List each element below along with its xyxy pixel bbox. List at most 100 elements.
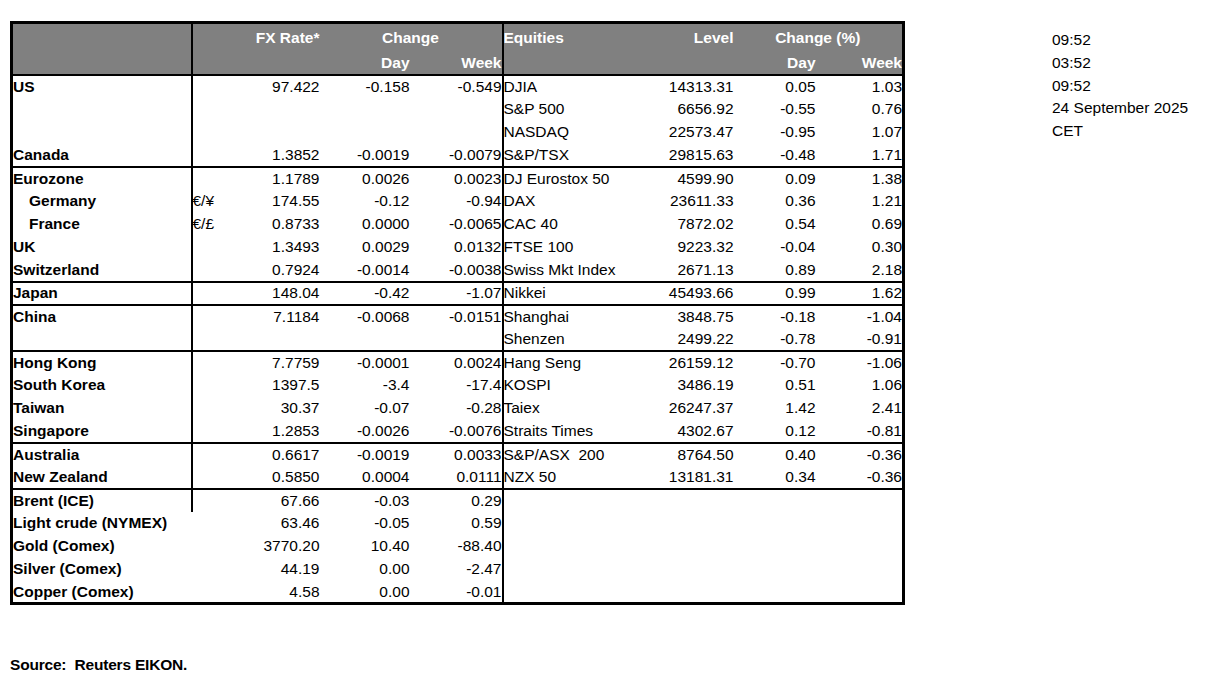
equities-header: Equities	[503, 23, 664, 52]
footer-notes: Source: Reuters EIKON. * FX Rate for USD…	[10, 607, 781, 680]
fx-rate-cell: 0.8733	[228, 213, 320, 236]
equity-level-cell	[664, 535, 734, 558]
equity-day-change-cell: 0.54	[734, 213, 816, 236]
row-label: Hong Kong	[12, 351, 192, 374]
equity-level-cell: 9223.32	[664, 236, 734, 259]
table-section-1: Eurozone1.17890.00260.0023DJ Eurostox 50…	[12, 167, 904, 282]
fx-day-change-cell: -0.158	[320, 75, 410, 98]
equity-level-cell: 6656.92	[664, 98, 734, 121]
equity-day-change-cell: -0.48	[734, 144, 816, 167]
equities-day-header: Day	[734, 52, 816, 75]
fx-rate-cell: 1.2853	[228, 420, 320, 443]
equity-day-change-cell: 0.40	[734, 443, 816, 466]
equity-level-cell: 23611.33	[664, 190, 734, 213]
currency-pair-symbol	[192, 75, 228, 98]
equity-week-change-cell: 2.18	[816, 259, 904, 282]
table-header: FX Rate* Change Equities Level Change (%…	[12, 23, 904, 75]
currency-pair-symbol	[192, 351, 228, 374]
equity-name-cell	[503, 512, 664, 535]
equity-day-change-cell: 0.36	[734, 190, 816, 213]
row-label: New Zealand	[12, 466, 192, 489]
fx-week-change-cell: -88.40	[410, 535, 503, 558]
equity-name-cell: DJIA	[503, 75, 664, 98]
equity-name-cell: S&P/TSX	[503, 144, 664, 167]
fx-rate-cell: 148.04	[228, 282, 320, 305]
fx-rate-cell: 0.6617	[228, 443, 320, 466]
equity-level-cell: 22573.47	[664, 121, 734, 144]
fx-rate-cell: 1397.5	[228, 374, 320, 397]
table-row: Gold (Comex)3770.2010.40-88.40	[12, 535, 904, 558]
header-row-2: Day Week Day Week	[12, 52, 904, 75]
market-report-page: FX Rate* Change Equities Level Change (%…	[0, 0, 1212, 680]
equity-name-cell: FTSE 100	[503, 236, 664, 259]
currency-pair-symbol	[192, 167, 228, 190]
table-row: Silver (Comex)44.190.00-2.47	[12, 558, 904, 581]
table-section-2: Japan148.04-0.42-1.07Nikkei45493.660.991…	[12, 282, 904, 305]
fx-day-change-cell: -0.0068	[320, 305, 410, 328]
currency-pair-symbol: €/¥	[192, 190, 228, 213]
equity-day-change-cell	[734, 535, 816, 558]
table-section-6: Brent (ICE)67.66-0.030.29Light crude (NY…	[12, 489, 904, 604]
table-row: UK1.34930.00290.0132FTSE 1009223.32-0.04…	[12, 236, 904, 259]
equity-level-cell: 2499.22	[664, 328, 734, 351]
equity-day-change-cell: -0.55	[734, 98, 816, 121]
fx-week-change-cell	[410, 98, 503, 121]
fx-rate-cell	[228, 328, 320, 351]
row-label: Light crude (NYMEX)	[12, 512, 228, 535]
equity-level-cell: 45493.66	[664, 282, 734, 305]
equity-week-change-cell: -1.04	[816, 305, 904, 328]
equity-name-cell: DAX	[503, 190, 664, 213]
equity-level-cell	[664, 489, 734, 512]
equity-day-change-cell: 0.34	[734, 466, 816, 489]
fx-week-change-cell: -0.01	[410, 581, 503, 604]
equity-level-cell	[664, 558, 734, 581]
table-row: Shenzen2499.22-0.78-0.91	[12, 328, 904, 351]
fx-week-change-cell	[410, 328, 503, 351]
fx-rate-cell: 63.46	[228, 512, 320, 535]
fx-rate-cell: 7.1184	[228, 305, 320, 328]
currency-pair-symbol	[192, 420, 228, 443]
table-section-4: Hong Kong7.7759-0.00010.0024Hang Seng261…	[12, 351, 904, 443]
equity-week-change-cell: 1.38	[816, 167, 904, 190]
equity-week-change-cell	[816, 489, 904, 512]
fx-day-change-cell: -0.07	[320, 397, 410, 420]
side-info-line: 24 September 2025	[1052, 97, 1188, 120]
header-row-1: FX Rate* Change Equities Level Change (%…	[12, 23, 904, 52]
fx-day-change-cell: -0.42	[320, 282, 410, 305]
equity-level-cell	[664, 512, 734, 535]
row-label: France	[12, 213, 192, 236]
side-info-line: CET	[1052, 120, 1188, 143]
equity-day-change-cell	[734, 489, 816, 512]
equity-name-cell: Straits Times	[503, 420, 664, 443]
fx-day-change-cell: 0.0029	[320, 236, 410, 259]
fx-rate-cell: 30.37	[228, 397, 320, 420]
row-label: Australia	[12, 443, 192, 466]
equity-level-cell: 26159.12	[664, 351, 734, 374]
source-note: Source: Reuters EIKON.	[10, 653, 781, 676]
currency-pair-symbol	[192, 489, 228, 512]
fx-week-change-cell	[410, 121, 503, 144]
currency-pair-symbol	[192, 121, 228, 144]
row-label: US	[12, 75, 192, 98]
equity-day-change-cell: 0.89	[734, 259, 816, 282]
currency-pair-symbol	[192, 282, 228, 305]
equities-week-header: Week	[816, 52, 904, 75]
equity-name-cell	[503, 489, 664, 512]
fx-rate-cell	[228, 121, 320, 144]
table-row: Singapore1.2853-0.0026-0.0076Straits Tim…	[12, 420, 904, 443]
equity-day-change-cell: 1.42	[734, 397, 816, 420]
table-row: NASDAQ22573.47-0.951.07	[12, 121, 904, 144]
row-label	[12, 121, 192, 144]
equity-name-cell: Hang Seng	[503, 351, 664, 374]
row-label: Silver (Comex)	[12, 558, 228, 581]
equity-week-change-cell: -0.36	[816, 443, 904, 466]
fx-rate-cell: 7.7759	[228, 351, 320, 374]
row-label: Switzerland	[12, 259, 192, 282]
table-row: Brent (ICE)67.66-0.030.29	[12, 489, 904, 512]
corner-cell-2	[12, 52, 192, 75]
equity-name-cell	[503, 535, 664, 558]
fx-week-change-cell: -0.94	[410, 190, 503, 213]
table-row: Taiwan30.37-0.07-0.28Taiex26247.371.422.…	[12, 397, 904, 420]
table-row: Canada1.3852-0.0019-0.0079S&P/TSX29815.6…	[12, 144, 904, 167]
level-header: Level	[664, 23, 734, 52]
